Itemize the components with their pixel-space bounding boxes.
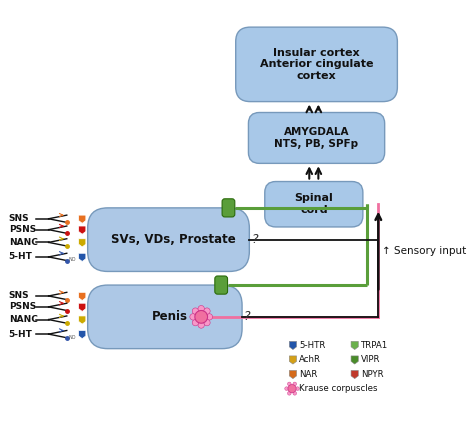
Polygon shape [79, 215, 86, 223]
Circle shape [204, 320, 210, 326]
FancyBboxPatch shape [265, 181, 363, 227]
FancyBboxPatch shape [236, 27, 397, 102]
Polygon shape [79, 253, 86, 262]
Text: VIPR: VIPR [361, 355, 381, 364]
Circle shape [296, 387, 299, 391]
Text: Spinal
cord: Spinal cord [294, 194, 333, 215]
Polygon shape [351, 356, 358, 364]
Polygon shape [79, 330, 86, 339]
Circle shape [198, 322, 204, 328]
Text: NANC: NANC [9, 315, 37, 324]
Polygon shape [289, 371, 297, 378]
FancyBboxPatch shape [248, 113, 385, 163]
Text: ?: ? [251, 233, 258, 246]
Polygon shape [79, 292, 86, 301]
Text: NO: NO [69, 258, 76, 262]
Circle shape [190, 313, 196, 320]
Circle shape [285, 387, 288, 391]
Text: Insular cortex
Anterior cingulate
cortex: Insular cortex Anterior cingulate cortex [260, 48, 374, 81]
Circle shape [293, 391, 297, 395]
Circle shape [198, 306, 204, 312]
FancyBboxPatch shape [88, 208, 249, 271]
Text: Penis: Penis [151, 310, 187, 323]
Circle shape [293, 382, 297, 386]
Text: 5-HTR: 5-HTR [299, 340, 326, 349]
Text: 5-HT: 5-HT [9, 252, 33, 262]
Polygon shape [351, 341, 358, 349]
Text: SNS: SNS [9, 214, 29, 223]
Text: SVs, VDs, Prostate: SVs, VDs, Prostate [110, 233, 236, 246]
Circle shape [206, 313, 212, 320]
FancyBboxPatch shape [222, 199, 235, 217]
Text: Krause corpuscles: Krause corpuscles [299, 384, 378, 393]
Circle shape [288, 382, 291, 386]
Text: PSNS: PSNS [9, 225, 36, 234]
Circle shape [288, 385, 296, 393]
Text: SNS: SNS [9, 291, 29, 301]
Polygon shape [79, 239, 86, 247]
Circle shape [192, 308, 199, 314]
Polygon shape [351, 371, 358, 378]
Text: NO: NO [69, 335, 76, 339]
Text: AMYGDALA
NTS, PB, SPFp: AMYGDALA NTS, PB, SPFp [274, 127, 359, 149]
Text: AchR: AchR [299, 355, 321, 364]
Circle shape [192, 320, 199, 326]
Polygon shape [79, 303, 86, 311]
Polygon shape [289, 341, 297, 349]
Polygon shape [289, 356, 297, 364]
Polygon shape [79, 316, 86, 324]
Text: NPYR: NPYR [361, 370, 383, 378]
Circle shape [195, 310, 208, 323]
FancyBboxPatch shape [215, 276, 228, 294]
Text: NANC: NANC [9, 238, 37, 247]
Circle shape [288, 391, 291, 395]
Text: 5-HT: 5-HT [9, 330, 33, 339]
Text: TRPA1: TRPA1 [361, 340, 388, 349]
Text: ?: ? [244, 310, 251, 323]
Text: PSNS: PSNS [9, 302, 36, 311]
Text: NAR: NAR [299, 370, 318, 378]
Circle shape [204, 308, 210, 314]
Text: ↑ Sensory input: ↑ Sensory input [382, 246, 466, 255]
Polygon shape [79, 226, 86, 234]
FancyBboxPatch shape [88, 285, 242, 349]
